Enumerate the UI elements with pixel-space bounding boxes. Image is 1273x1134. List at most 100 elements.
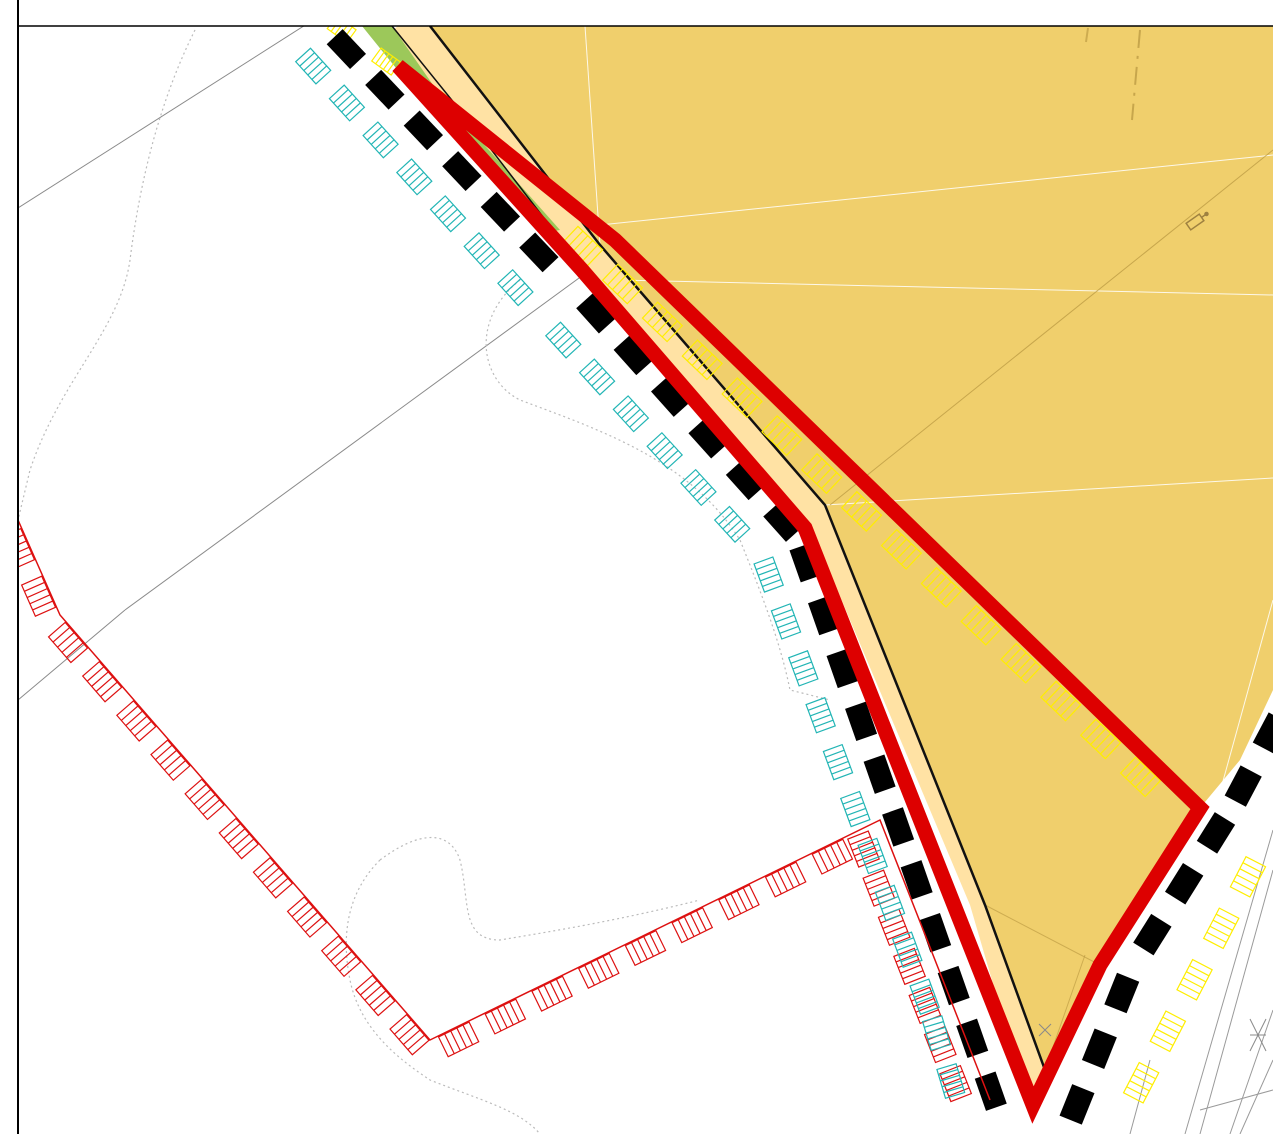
cyan-hatch (770, 603, 802, 640)
buffer-dash (763, 501, 803, 542)
buffer-dash (900, 860, 933, 900)
yellow-hatch (1122, 1061, 1160, 1104)
yellow-hatch (840, 490, 883, 533)
buffer-dash (1196, 812, 1236, 854)
buffer-dash (937, 965, 970, 1006)
zone-gridline (984, 904, 1101, 966)
red-hatch (764, 861, 807, 898)
yellow-hatch (1176, 958, 1213, 1001)
buffer-dash (519, 232, 559, 273)
red-hatch (355, 974, 396, 1017)
buffer-dash (956, 1018, 989, 1059)
red-hatch (184, 778, 225, 821)
red-hatch (218, 817, 260, 860)
cyan-hatch (874, 884, 906, 922)
red-hatch (20, 575, 57, 617)
red-hatch (718, 884, 760, 921)
cyan-hatch (395, 158, 433, 196)
cyan-hatch (839, 790, 871, 828)
cyan-hatch (822, 743, 854, 781)
zone-gridline (829, 149, 1273, 506)
red-hatch (286, 896, 328, 938)
buffer-dash (365, 69, 405, 110)
survey-point-icon (1038, 1023, 1052, 1037)
cyan-hatch (936, 1063, 966, 1099)
dash-dot-line (1131, 29, 1141, 121)
red-hatch (671, 907, 714, 944)
cyan-hatch-boundary (294, 47, 966, 1099)
buffer-dash (863, 754, 896, 794)
yellow-hatch (1119, 756, 1162, 798)
buffer-dash (725, 460, 765, 501)
cyan-hatch (857, 837, 888, 875)
buffer-dash (1224, 765, 1262, 807)
red-hatch-boundary (18, 527, 973, 1103)
red-hatch (47, 621, 89, 664)
buffer-dash (326, 29, 367, 69)
red-hatch (811, 838, 854, 875)
buffer-dash (688, 418, 728, 459)
red-hatch (150, 739, 191, 782)
red-hatch (484, 998, 527, 1035)
buffer-dash (974, 1071, 1007, 1111)
cyan-hatch (294, 47, 332, 85)
yellow-hatch (1229, 855, 1267, 898)
cyan-hatch (753, 556, 785, 593)
yellow-hatch (641, 301, 684, 343)
buffer-dash (845, 701, 878, 741)
strip-edge-line (429, 26, 1047, 1071)
yellow-hatch (800, 453, 843, 495)
yellow-hatch (880, 528, 923, 570)
yellow-hatch (960, 604, 1002, 646)
cyan-hatch (805, 696, 836, 734)
buffer-dash (1252, 712, 1273, 754)
cyan-hatch (921, 1015, 952, 1052)
cyan-hatch (891, 931, 923, 969)
plan-boundary[interactable] (392, 60, 1210, 1124)
red-hatch (81, 660, 123, 703)
black-buffer-dashes (326, 29, 1273, 1125)
yellow-hatch (721, 377, 763, 419)
cyan-hatch (578, 358, 616, 396)
buffer-dash (1104, 972, 1140, 1014)
contour-lines (18, 29, 831, 1134)
buffer-dash (1059, 1084, 1095, 1125)
red-hatch (320, 935, 362, 978)
cyan-hatch (787, 650, 819, 687)
red-hatch (624, 929, 667, 967)
cyan-hatch (612, 395, 650, 433)
yellow-hatch (1149, 1010, 1187, 1053)
cyan-hatch (429, 195, 467, 233)
cyan-hatch (544, 321, 582, 359)
yellow-hatch (761, 415, 803, 457)
cyan-hatch (713, 505, 751, 544)
yellow-hatch (1000, 642, 1042, 684)
survey-point-icon (1185, 211, 1209, 231)
development-zone[interactable] (398, 26, 1273, 1070)
red-hatch (116, 700, 157, 742)
zone-internal-lines (584, 26, 1273, 811)
red-hatch (846, 830, 880, 868)
buffer-dash (403, 110, 444, 151)
cyan-hatch (328, 84, 366, 122)
buffer-dash (442, 151, 482, 191)
yellow-hatch (920, 566, 963, 608)
cyan-hatch (909, 978, 940, 1015)
red-hatch (577, 952, 620, 989)
red-hatch (252, 856, 294, 899)
buffer-dash (651, 376, 691, 417)
buffer-dash (919, 912, 952, 953)
red-hatch (531, 975, 573, 1012)
red-hatch (893, 947, 927, 986)
buffer-dash (882, 807, 915, 847)
buffer-dash (480, 191, 521, 232)
dash-dot-line (1085, 27, 1089, 43)
cyan-hatch (362, 121, 399, 159)
yellow-hatch (1202, 907, 1240, 950)
red-hatch (437, 1021, 480, 1058)
cyan-hatch (680, 468, 717, 507)
buffer-dash (1081, 1028, 1117, 1069)
yellow-hatch (1079, 718, 1122, 760)
cyan-hatch (497, 268, 534, 307)
